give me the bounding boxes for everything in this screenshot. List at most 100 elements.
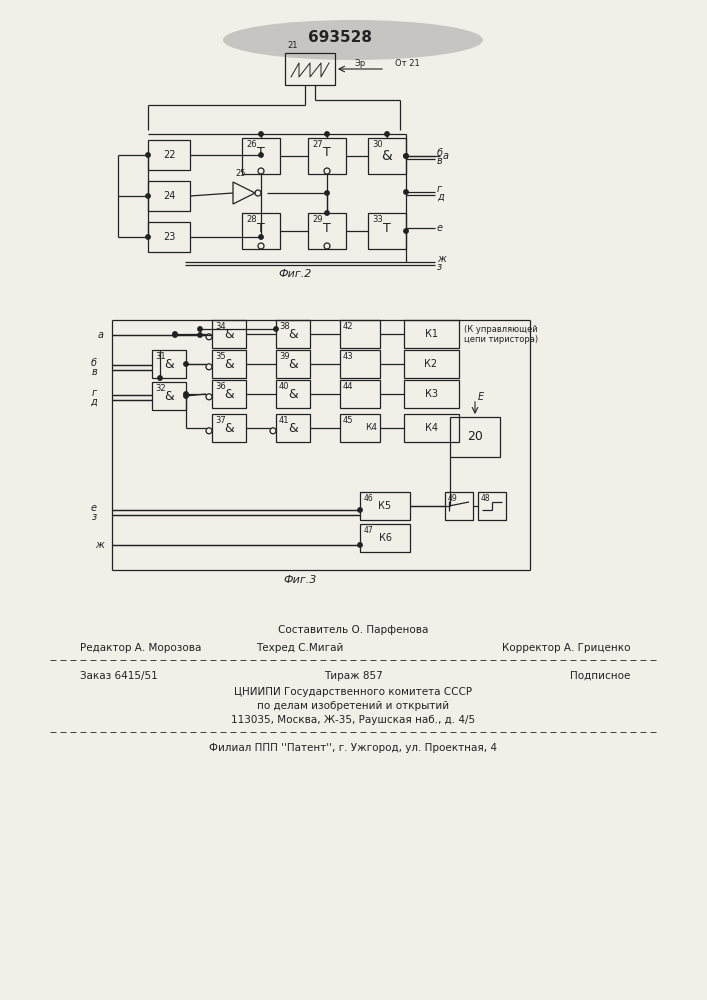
Circle shape <box>198 327 202 331</box>
Text: 32: 32 <box>155 384 165 393</box>
Text: &: & <box>288 387 298 400</box>
Circle shape <box>325 211 329 215</box>
Bar <box>148 222 190 252</box>
Circle shape <box>325 132 329 136</box>
Circle shape <box>404 190 408 194</box>
Text: 39: 39 <box>279 352 290 361</box>
Text: К4: К4 <box>365 424 377 432</box>
Bar <box>148 181 190 211</box>
Bar <box>152 350 186 378</box>
Text: а: а <box>98 330 104 340</box>
Text: 26: 26 <box>246 140 257 149</box>
Text: г: г <box>437 184 442 194</box>
Text: &: & <box>288 422 298 434</box>
Text: T: T <box>257 146 265 159</box>
Text: 49: 49 <box>448 494 457 503</box>
Bar <box>242 138 280 174</box>
Text: 48: 48 <box>481 494 491 503</box>
Bar <box>360 492 410 520</box>
Bar <box>360 524 410 552</box>
Bar <box>368 213 406 249</box>
Circle shape <box>184 362 188 366</box>
Text: 37: 37 <box>215 416 226 425</box>
Bar <box>368 138 406 174</box>
Bar <box>212 380 246 408</box>
Text: (К управляющей: (К управляющей <box>464 326 537 334</box>
Text: з: з <box>437 262 442 272</box>
Bar <box>308 138 346 174</box>
Text: &: & <box>164 389 174 402</box>
Bar <box>285 53 335 85</box>
Text: 47: 47 <box>364 526 374 535</box>
Text: &: & <box>288 328 298 340</box>
Circle shape <box>274 327 278 331</box>
Bar <box>404 350 459 378</box>
Text: 43: 43 <box>343 352 354 361</box>
Text: T: T <box>383 222 391 234</box>
Text: 33: 33 <box>372 215 382 224</box>
Circle shape <box>404 154 408 158</box>
Bar <box>404 414 459 442</box>
Bar <box>212 320 246 348</box>
Text: От 21: От 21 <box>395 58 420 68</box>
Circle shape <box>198 333 202 337</box>
Ellipse shape <box>223 20 483 60</box>
Text: К1: К1 <box>424 329 438 339</box>
Bar <box>276 350 310 378</box>
Text: д: д <box>437 192 444 202</box>
Text: 21: 21 <box>287 41 298 50</box>
Text: 34: 34 <box>215 322 226 331</box>
Bar <box>340 350 380 378</box>
Text: T: T <box>323 146 331 159</box>
Bar <box>340 380 380 408</box>
Bar <box>445 492 473 520</box>
Text: &: & <box>288 358 298 370</box>
Bar <box>404 320 459 348</box>
Circle shape <box>158 376 162 380</box>
Bar <box>242 213 280 249</box>
Bar <box>276 320 310 348</box>
Bar <box>152 382 186 410</box>
Circle shape <box>184 394 188 398</box>
Circle shape <box>173 332 177 336</box>
Circle shape <box>146 153 150 157</box>
Text: &: & <box>164 358 174 370</box>
Text: ЦНИИПИ Государственного комитета СССР: ЦНИИПИ Государственного комитета СССР <box>234 687 472 697</box>
Text: 38: 38 <box>279 322 290 331</box>
Text: 31: 31 <box>155 352 165 361</box>
Bar <box>276 380 310 408</box>
Bar <box>148 140 190 170</box>
Text: 23: 23 <box>163 232 175 242</box>
Text: 22: 22 <box>163 150 175 160</box>
Text: &: & <box>382 149 392 163</box>
Text: з: з <box>92 512 97 522</box>
Circle shape <box>146 235 150 239</box>
Bar <box>478 492 506 520</box>
Text: 42: 42 <box>343 322 354 331</box>
Text: К2: К2 <box>424 359 438 369</box>
Text: е: е <box>91 503 97 513</box>
Text: Подписное: Подписное <box>570 671 630 681</box>
Text: Техред С.Мигай: Техред С.Мигай <box>257 643 344 653</box>
Circle shape <box>173 333 177 337</box>
Text: б: б <box>437 148 443 158</box>
Bar <box>276 414 310 442</box>
Text: Составитель О. Парфенова: Составитель О. Парфенова <box>278 625 428 635</box>
Circle shape <box>358 543 362 547</box>
Text: а: а <box>443 151 449 161</box>
Text: в: в <box>91 367 97 377</box>
Text: е: е <box>437 223 443 233</box>
Text: 35: 35 <box>215 352 226 361</box>
Bar <box>212 350 246 378</box>
Circle shape <box>259 132 263 136</box>
Text: К4: К4 <box>424 423 438 433</box>
Text: по делам изобретений и открытий: по делам изобретений и открытий <box>257 701 449 711</box>
Bar <box>212 414 246 442</box>
Text: Е: Е <box>478 392 484 402</box>
Circle shape <box>358 508 362 512</box>
Circle shape <box>404 154 408 158</box>
Text: 20: 20 <box>467 430 483 444</box>
Circle shape <box>146 194 150 198</box>
Text: Фиг.2: Фиг.2 <box>279 269 312 279</box>
Text: Эр: Эр <box>354 58 366 68</box>
